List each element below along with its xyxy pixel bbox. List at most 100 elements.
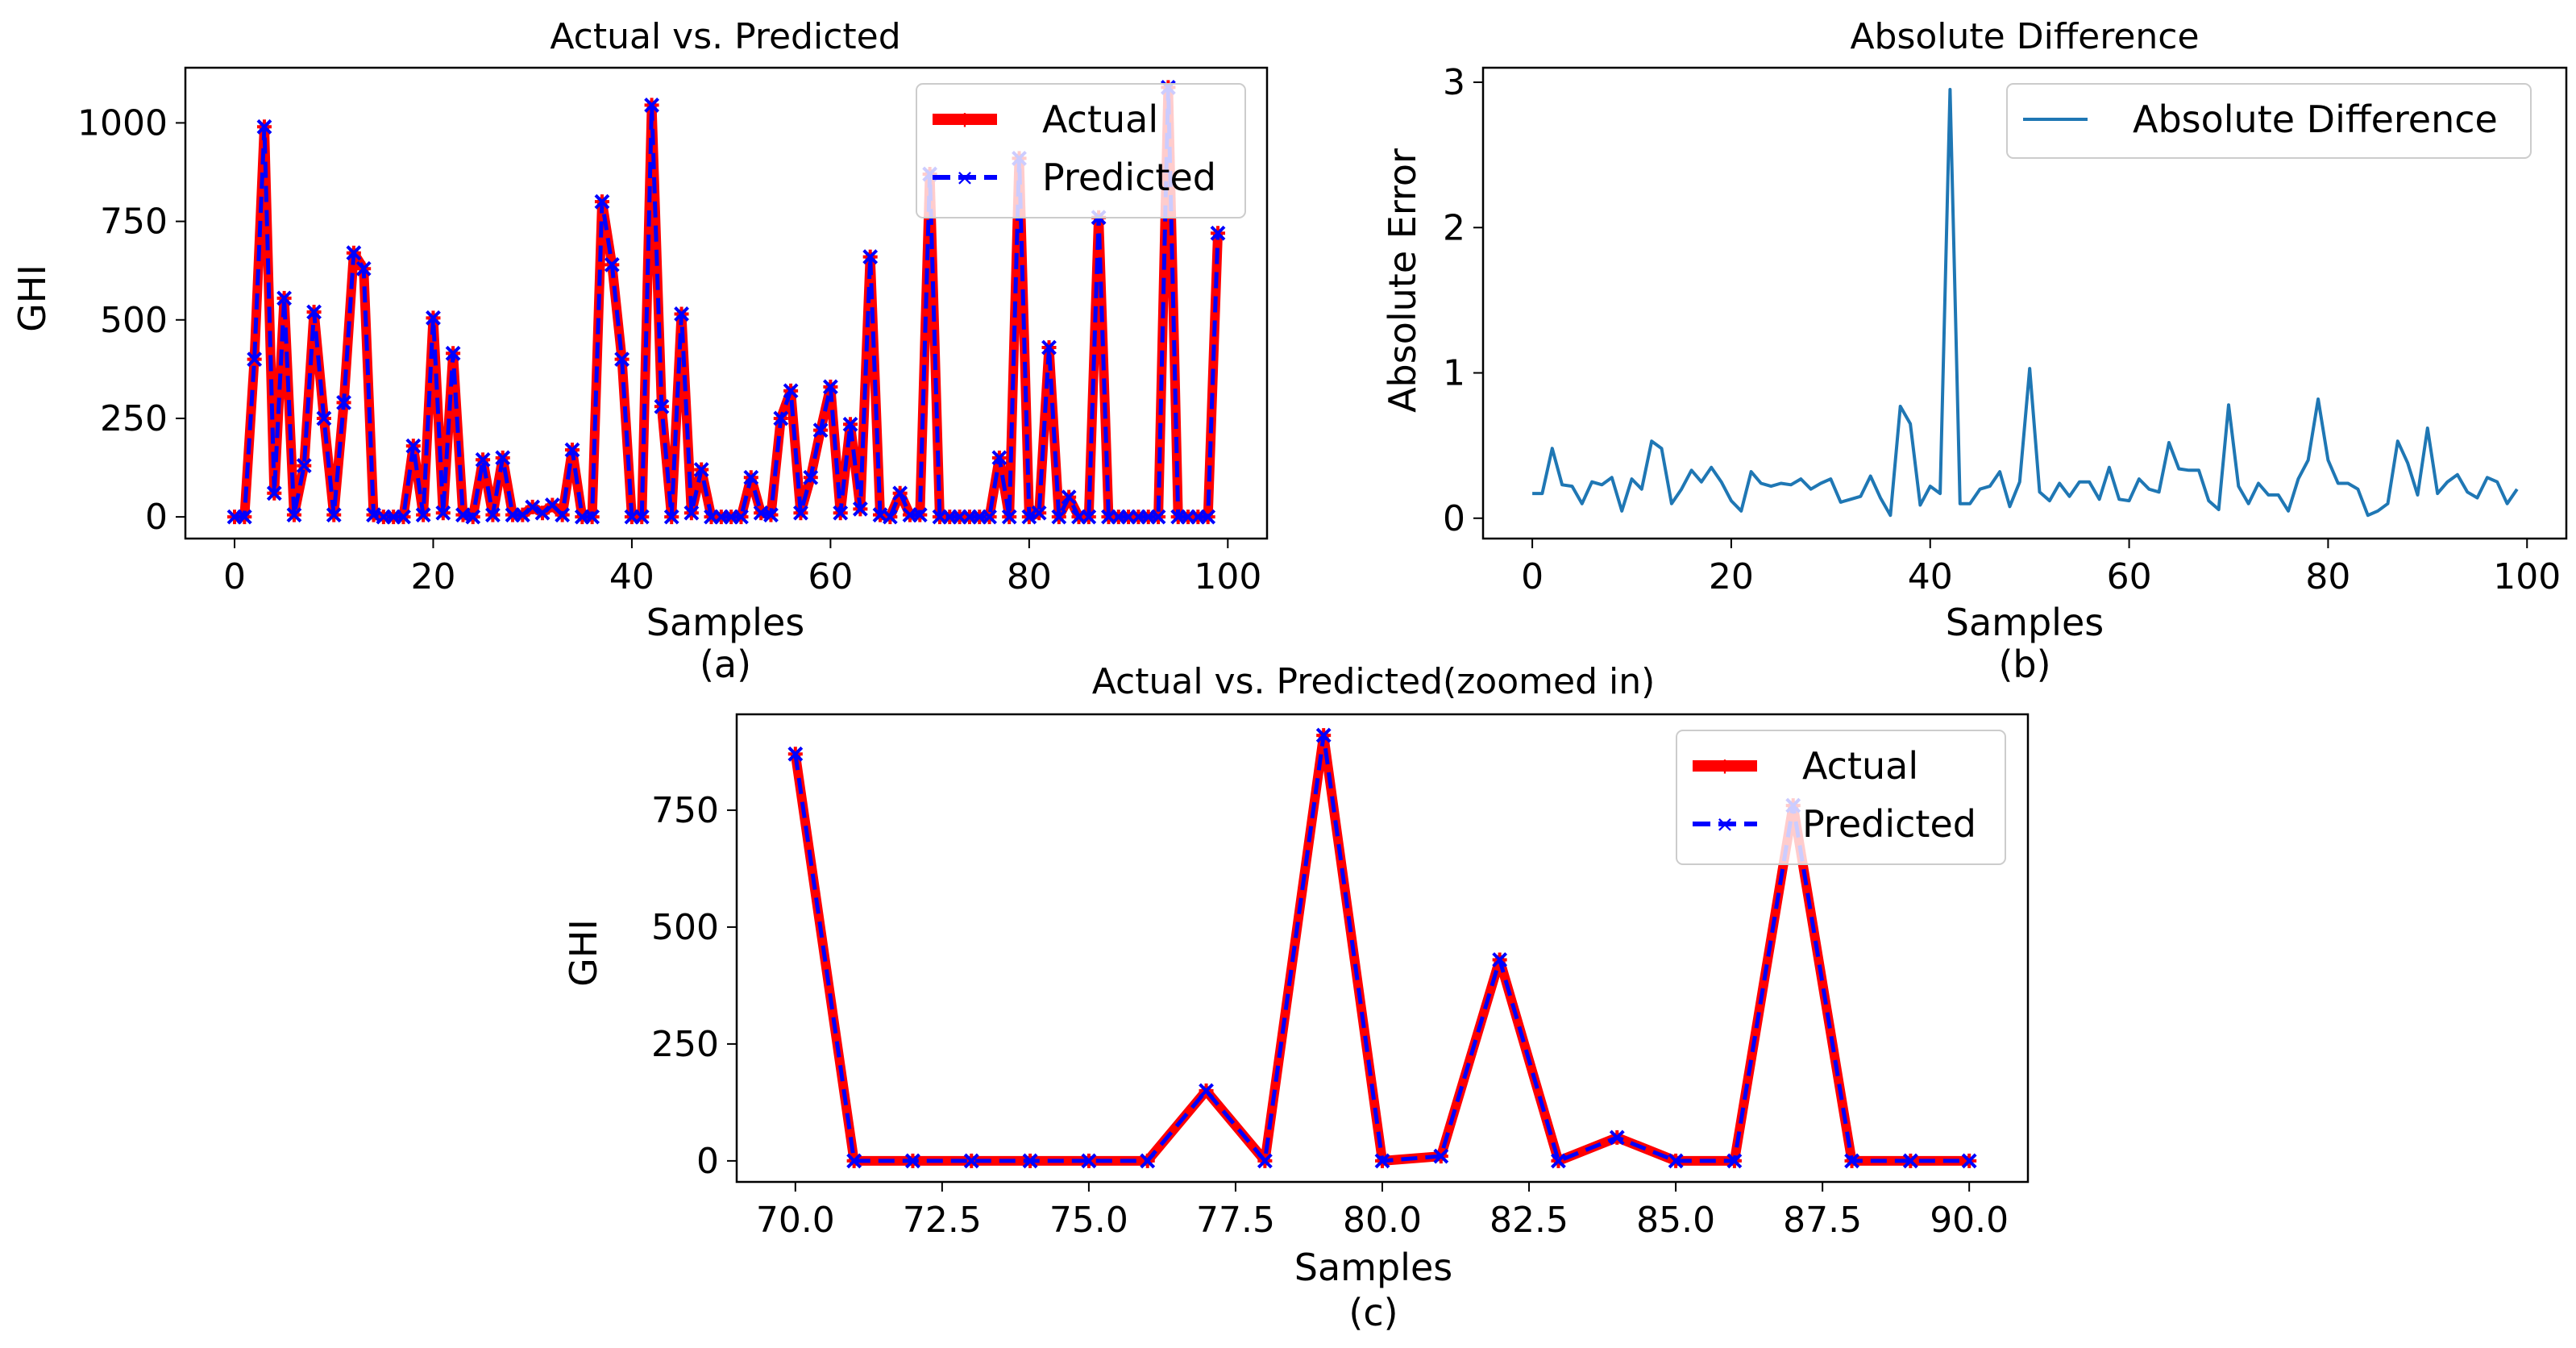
chart-a-ytick-label: 250 — [100, 398, 168, 439]
chart-c-xlabel: Samples — [1294, 1246, 1452, 1289]
chart-c-series-predicted-marker — [963, 1153, 979, 1169]
chart-a-series-predicted-marker — [1200, 509, 1216, 525]
chart-a-series-predicted-marker — [465, 509, 481, 525]
chart-a-axes-frame — [184, 66, 1269, 540]
chart-c-series-predicted-marker — [1257, 1153, 1273, 1169]
chart-a-series-predicted-marker — [882, 509, 898, 525]
chart-a: Actual vs. Predicted 0 20 40 60 80 1000250500… — [10, 16, 1269, 686]
chart-a-series-predicted-marker — [783, 383, 799, 399]
chart-c-series-predicted-marker — [787, 746, 804, 762]
chart-a-series-predicted-marker — [663, 509, 679, 525]
chart-a-series-predicted-marker — [426, 310, 441, 326]
chart-a-series-predicted-marker — [862, 249, 879, 264]
chart-c-series-predicted-marker — [1609, 1130, 1625, 1146]
chart-a-series-predicted-marker — [1001, 509, 1017, 525]
chart-a-series-predicted-marker — [763, 507, 779, 523]
chart-c-ylabel: GHI — [562, 919, 605, 987]
chart-a-series-predicted-marker — [296, 458, 312, 474]
chart-a-series-predicted-marker — [693, 462, 709, 477]
chart-c: Actual vs. Predicted(zoomed in) 70.0 72.5… — [562, 661, 2030, 1334]
chart-a-series-predicted-marker — [405, 438, 422, 454]
chart-a-series-predicted-marker — [236, 509, 252, 525]
chart-c-ytick-label: 750 — [651, 790, 719, 831]
chart-c-legend-frame — [1676, 730, 2006, 865]
chart-b-ylabel: Absolute Error — [1381, 148, 1424, 413]
chart-b-series-group — [1532, 88, 2519, 518]
chart-c-series-predicted-marker — [1844, 1153, 1859, 1169]
chart-a-xtick-label: 60 — [808, 556, 853, 597]
chart-c-xtick-label: 80.0 — [1343, 1200, 1422, 1241]
chart-a-series-predicted-marker — [634, 509, 650, 525]
chart-c-series-predicted-marker — [905, 1153, 920, 1169]
chart-a-series-predicted-marker — [247, 352, 263, 368]
chart-a-series-predicted-marker — [892, 485, 908, 501]
chart-b-xtick-label: 40 — [1908, 556, 1953, 597]
chart-a-series-predicted-marker — [1021, 509, 1037, 525]
chart-a-series-predicted-marker — [833, 505, 849, 521]
chart-c-xtick-label: 85.0 — [1636, 1200, 1715, 1241]
chart-c-xtick-label: 75.0 — [1049, 1200, 1128, 1241]
chart-a-series-predicted-marker — [733, 509, 749, 525]
chart-a-series-predicted-marker — [614, 352, 630, 368]
chart-c-series-predicted-marker — [1140, 1153, 1156, 1169]
chart-a-series-predicted-marker — [822, 379, 838, 395]
chart-a-series-predicted-marker — [743, 469, 759, 485]
chart-a-series-predicted-marker — [415, 507, 431, 523]
chart-b-series-absolute-difference-line — [1532, 88, 2519, 518]
chart-a-series-predicted-marker — [396, 509, 411, 525]
chart-b-ytick-label: 0 — [1443, 498, 1465, 539]
chart-a-series-predicted-marker — [435, 505, 451, 521]
chart-a-xtick-label: 20 — [410, 556, 455, 597]
chart-c-series-predicted-marker — [1374, 1153, 1390, 1169]
chart-c-xtick-label: 72.5 — [903, 1200, 982, 1241]
chart-b-legend-label: Absolute Difference — [2133, 98, 2498, 141]
chart-a-series-predicted-marker — [355, 260, 372, 277]
chart-a-series-predicted-marker — [1031, 505, 1047, 521]
chart-c-xtick-label: 77.5 — [1196, 1200, 1275, 1241]
chart-a-series-predicted-marker — [346, 245, 362, 261]
chart-c-xtick-label: 82.5 — [1490, 1200, 1568, 1241]
chart-a-series-predicted-marker — [495, 450, 511, 466]
chart-a-legend: + Actual × Predicted — [916, 83, 1246, 218]
chart-a-series-predicted-line — [235, 85, 1220, 519]
chart-a-legend-predicted-marker: × — [955, 164, 974, 191]
chart-a-series-predicted-marker — [803, 469, 819, 485]
chart-a-series-predicted-marker — [1051, 509, 1067, 525]
chart-a-series-predicted-marker — [773, 410, 789, 426]
chart-a-series-predicted-marker — [644, 98, 659, 113]
chart-a-series-predicted-marker — [266, 485, 282, 501]
chart-a-series-predicted-marker — [326, 507, 342, 523]
chart-c-series-predicted-marker — [846, 1153, 862, 1169]
chart-c-plot-area: 70.0 72.5 75.0 77.5 80.0 82.5 85.0 87.5 90.0 0 250… — [651, 713, 2030, 1241]
chart-a-series-predicted-marker — [276, 290, 293, 306]
chart-b-axes-frame — [1481, 66, 2568, 540]
chart-c-ytick-label: 250 — [651, 1024, 719, 1065]
chart-a-series-predicted-marker — [475, 451, 491, 468]
chart-a-series-predicted-marker — [594, 193, 610, 210]
chart-c-xtick-label: 87.5 — [1783, 1200, 1862, 1241]
chart-a-series-predicted-marker — [525, 499, 541, 515]
chart-c-legend-predicted-label: Predicted — [1802, 802, 1976, 846]
chart-c-series-predicted-marker — [1668, 1153, 1684, 1169]
chart-a-series-predicted-marker — [1210, 225, 1226, 241]
chart-a-xtick-label: 100 — [1194, 556, 1261, 597]
chart-a-series-predicted-marker — [584, 509, 600, 525]
chart-a-series-predicted-marker — [484, 507, 501, 523]
chart-a-series-predicted-marker — [256, 119, 272, 135]
chart-c-series-predicted-marker — [1022, 1153, 1038, 1169]
chart-c-series-predicted-marker — [1081, 1153, 1097, 1169]
chart-a-caption: (a) — [700, 643, 751, 686]
chart-c-series-predicted-marker — [1902, 1153, 1918, 1169]
chart-a-xtick-label: 40 — [609, 556, 654, 597]
chart-a-xlabel: Samples — [646, 601, 804, 644]
chart-c-series-predicted-marker — [1315, 727, 1332, 743]
chart-c-series-predicted-marker — [1726, 1153, 1743, 1169]
chart-a-xtick-label: 0 — [223, 556, 246, 597]
chart-a-ytick-label: 1000 — [77, 102, 168, 144]
chart-b-xtick-label: 100 — [2493, 556, 2561, 597]
chart-a-series-predicted-marker — [674, 306, 689, 322]
chart-b-legend-frame — [2006, 83, 2532, 159]
